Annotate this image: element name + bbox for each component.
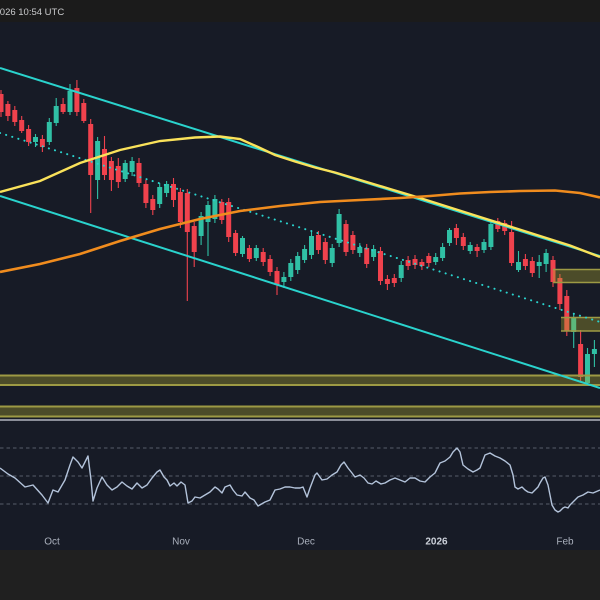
- svg-text:2026 10:54 UTC: 2026 10:54 UTC: [0, 7, 64, 18]
- svg-text:Dec: Dec: [297, 537, 315, 548]
- svg-text:2026: 2026: [425, 537, 448, 548]
- svg-text:Nov: Nov: [172, 537, 190, 548]
- svg-text:Feb: Feb: [556, 537, 574, 548]
- svg-text:Oct: Oct: [44, 537, 60, 548]
